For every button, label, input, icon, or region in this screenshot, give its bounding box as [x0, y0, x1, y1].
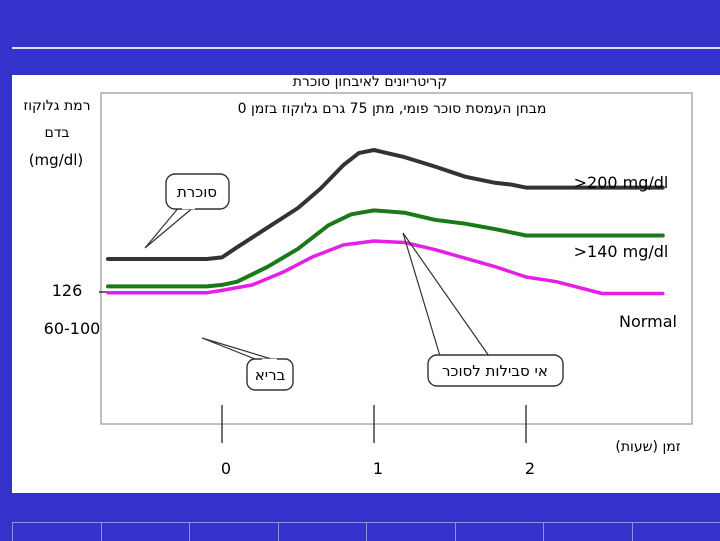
x-tick-label-1: 1	[373, 459, 383, 478]
y-tick-label-0: 126	[52, 281, 83, 300]
series-line-2	[106, 239, 665, 296]
top-divider	[12, 47, 720, 49]
callout-intolerance-text: אי סבילות לסוכר	[442, 362, 548, 380]
series-lines	[106, 148, 665, 296]
series-line-0	[106, 148, 665, 261]
plot-frame	[100, 92, 693, 425]
series-line-1	[106, 208, 665, 289]
y-axis-label-line1: רמת גלוקוז	[23, 98, 90, 114]
callout-healthy: בריא	[201, 337, 294, 391]
y-axis-unit: (mg/dl)	[29, 151, 84, 169]
callout-diabetes: סוכרת	[144, 173, 230, 249]
chart-title: קריטריונים לאיבחון סוכרת	[293, 74, 448, 90]
callout-intolerance: אי סבילות לסוכר	[402, 232, 564, 387]
footer-grid	[12, 522, 720, 541]
x-tick-label-2: 2	[525, 459, 535, 478]
x-tick-label-0: 0	[221, 459, 231, 478]
chart-subtitle: מבחן העמסת סוכר פומי, מתן 75 גרם גלוקוז …	[238, 101, 547, 117]
callout-healthy-text: בריא	[255, 366, 286, 384]
y-ticks: 126 60-100	[44, 281, 118, 338]
x-ticks: 0 1 2	[221, 405, 535, 478]
series-label-2: Normal	[619, 312, 677, 331]
series-label-1: >140 mg/dl	[574, 242, 669, 261]
y-axis-label-line2: בדם	[44, 125, 69, 141]
series-labels: >200 mg/dl >140 mg/dl Normal	[574, 173, 677, 331]
series-label-0: >200 mg/dl	[574, 173, 669, 192]
callout-diabetes-text: סוכרת	[177, 183, 217, 201]
y-tick-label-1: 60-100	[44, 319, 101, 338]
x-axis-label: זמן (שעות)	[615, 439, 680, 455]
